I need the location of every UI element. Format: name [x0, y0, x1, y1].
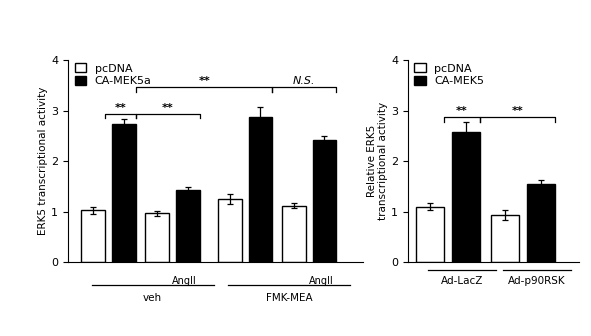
Bar: [282, 206, 306, 262]
Text: **: **: [115, 103, 126, 113]
Text: FMK-MEA: FMK-MEA: [266, 293, 313, 303]
Bar: [82, 210, 105, 262]
Text: **: **: [456, 107, 467, 117]
Bar: [249, 117, 272, 262]
Bar: [176, 190, 200, 262]
Bar: [491, 215, 519, 262]
Text: **: **: [199, 76, 210, 86]
Bar: [218, 199, 242, 262]
Text: Ad-LacZ: Ad-LacZ: [441, 276, 483, 286]
Y-axis label: ERK5 transcriptional activity: ERK5 transcriptional activity: [38, 87, 48, 236]
Text: veh: veh: [143, 293, 162, 303]
Text: **: **: [162, 103, 174, 113]
Legend: pcDNA, CA-MEK5a: pcDNA, CA-MEK5a: [73, 62, 152, 87]
Bar: [145, 213, 169, 262]
Bar: [415, 207, 444, 262]
Text: AngII: AngII: [309, 276, 333, 286]
Text: Ad-p90RSK: Ad-p90RSK: [508, 276, 566, 286]
Text: N.S.: N.S.: [293, 76, 316, 86]
Bar: [452, 132, 480, 262]
Bar: [112, 125, 136, 262]
Bar: [313, 140, 336, 262]
Text: **: **: [512, 107, 524, 117]
Text: AngII: AngII: [172, 276, 197, 286]
Bar: [527, 184, 556, 262]
Legend: pcDNA, CA-MEK5: pcDNA, CA-MEK5: [413, 62, 486, 87]
Y-axis label: Relative ERK5
transcriptional activity: Relative ERK5 transcriptional activity: [366, 102, 388, 220]
